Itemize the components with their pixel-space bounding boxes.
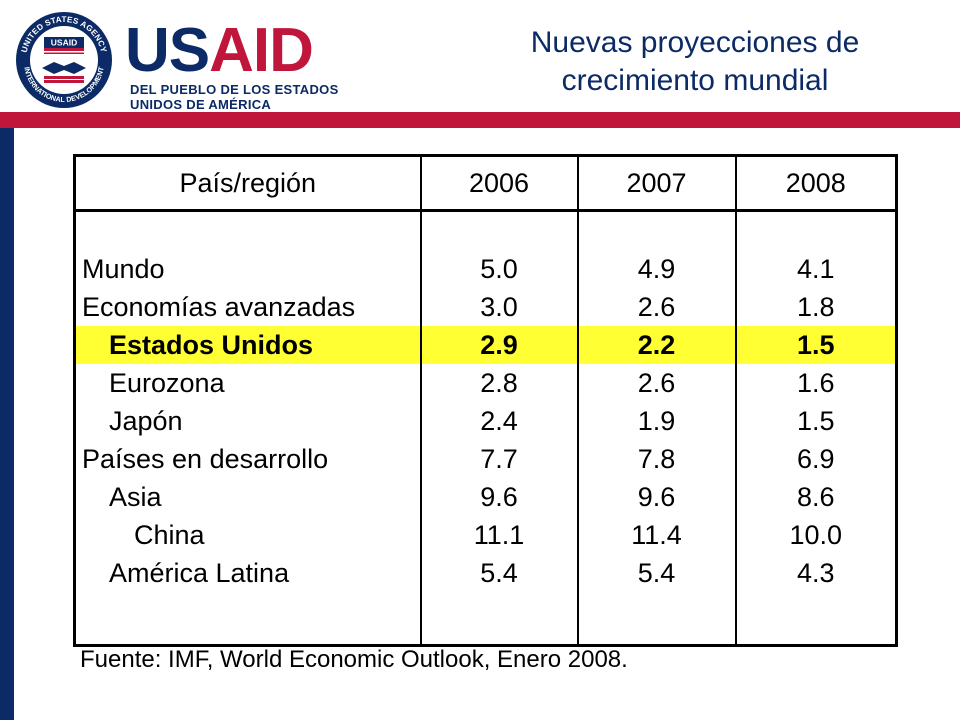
value-2007: 2.6 [577, 364, 737, 402]
header-2007: 2007 [577, 155, 737, 212]
value-2006: 5.0 [420, 250, 579, 288]
value-2006: 2.8 [420, 364, 579, 402]
wordmark-us: US [125, 16, 210, 85]
slide-title-line-1: Nuevas proyecciones de [530, 26, 860, 59]
source-note: Fuente: IMF, World Economic Outlook, Ene… [80, 646, 628, 673]
value-2007: 9.6 [577, 478, 737, 516]
row-label: Mundo [74, 250, 422, 288]
value-2006: 9.6 [420, 478, 579, 516]
row-label: América Latina [74, 554, 422, 592]
header-2008: 2008 [735, 155, 898, 212]
row-label: Economías avanzadas [74, 288, 422, 326]
table-row: América Latina 5.4 5.4 4.3 [74, 554, 898, 592]
table-row: Economías avanzadas 3.0 2.6 1.8 [74, 288, 898, 326]
left-accent-bar [0, 128, 14, 720]
value-2008: 4.3 [735, 554, 898, 592]
table-row: Países en desarrollo 7.7 7.8 6.9 [74, 440, 898, 478]
value-2006: 5.4 [420, 554, 579, 592]
slide-header: UNITED STATES AGENCY INTERNATIONAL DEVEL… [0, 0, 960, 112]
table-row-highlighted: Estados Unidos 2.9 2.2 1.5 [74, 326, 898, 364]
row-label: Estados Unidos [74, 326, 422, 364]
value-2007: 4.9 [577, 250, 737, 288]
value-2008: 8.6 [735, 478, 898, 516]
value-2006: 2.9 [420, 326, 579, 364]
row-label: Países en desarrollo [74, 440, 422, 478]
slide-title-line-2: crecimiento mundial [561, 64, 829, 97]
value-2007: 7.8 [577, 440, 737, 478]
value-2007: 2.6 [577, 288, 737, 326]
table-row: Japón 2.4 1.9 1.5 [74, 402, 898, 440]
row-label: Eurozona [74, 364, 422, 402]
handshake-icon [42, 62, 86, 74]
table-header-row: País/región 2006 2007 2008 [74, 155, 898, 212]
row-label: Japón [74, 402, 422, 440]
value-2008: 10.0 [735, 516, 898, 554]
value-2008: 6.9 [735, 440, 898, 478]
row-label: Asia [74, 478, 422, 516]
table-row: Eurozona 2.8 2.6 1.6 [74, 364, 898, 402]
tagline-line-2: UNIDOS DE AMÉRICA [130, 97, 272, 112]
table-row: Mundo 5.0 4.9 4.1 [74, 250, 898, 288]
table-spacer-row [74, 592, 898, 646]
seal-center-text: USAID [51, 38, 77, 48]
slide-title: Nuevas proyecciones de crecimiento mundi… [450, 24, 940, 100]
value-2007: 1.9 [577, 402, 737, 440]
header-2006: 2006 [420, 155, 579, 212]
value-2008: 4.1 [735, 250, 898, 288]
tagline-line-1: DEL PUEBLO DE LOS ESTADOS [130, 82, 339, 97]
value-2008: 1.6 [735, 364, 898, 402]
value-2007: 2.2 [577, 326, 737, 364]
table-spacer-row [74, 210, 898, 250]
value-2007: 5.4 [577, 554, 737, 592]
value-2006: 3.0 [420, 288, 579, 326]
value-2007: 11.4 [577, 516, 737, 554]
value-2008: 1.5 [735, 326, 898, 364]
value-2006: 2.4 [420, 402, 579, 440]
usaid-wordmark: USAID [125, 20, 314, 82]
value-2008: 1.8 [735, 288, 898, 326]
wordmark-aid: AID [209, 16, 314, 85]
table-row: Asia 9.6 9.6 8.6 [74, 478, 898, 516]
logo-tagline: DEL PUEBLO DE LOS ESTADOS UNIDOS DE AMÉR… [130, 82, 339, 112]
usaid-seal-logo: UNITED STATES AGENCY INTERNATIONAL DEVEL… [16, 12, 112, 108]
value-2006: 11.1 [420, 516, 579, 554]
header-country-region: País/región [74, 155, 422, 212]
value-2006: 7.7 [420, 440, 579, 478]
growth-projections-table: País/región 2006 2007 2008 Mundo 5.0 4.9… [73, 154, 898, 647]
value-2008: 1.5 [735, 402, 898, 440]
table-row: China 11.1 11.4 10.0 [74, 516, 898, 554]
row-label: China [74, 516, 422, 554]
header-rule [0, 112, 960, 128]
